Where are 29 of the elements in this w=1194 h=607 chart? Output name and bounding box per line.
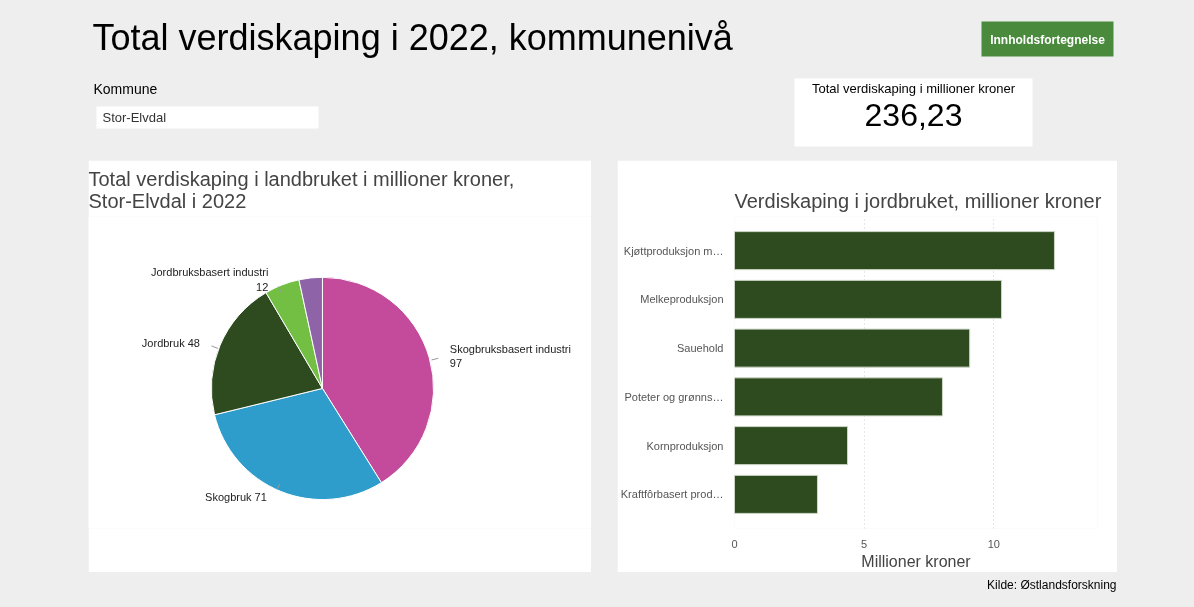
y-tick-label: Kraftfôrbasert prod… bbox=[620, 488, 724, 501]
y-tick-label: Kjøttproduksjon m… bbox=[623, 244, 724, 257]
text: Total verdiskaping i 2022, kommunenivå bbox=[92, 17, 734, 58]
slice-label: Jordbruk 48 bbox=[141, 337, 200, 350]
data-label: 97 bbox=[449, 357, 463, 370]
x-axis-title: Millioner kroner bbox=[861, 552, 972, 570]
chart-title: Verdiskaping i jordbruket, millioner kroner bbox=[734, 189, 1102, 212]
slice-label: Skogbruksbasert industri bbox=[449, 343, 571, 356]
chart-title: Total verdiskaping i landbruket i millioner kroner, Stor-Elvdal i 2022 bbox=[88, 167, 515, 212]
text: Innholdsfortegnelse bbox=[990, 32, 1106, 47]
data-label: 12 bbox=[256, 280, 269, 293]
x-tick-label: 0 bbox=[731, 537, 738, 550]
text: Kilde: Østlandsforskning bbox=[987, 577, 1117, 592]
y-tick-label: Sauehold bbox=[677, 342, 724, 355]
bar bbox=[734, 231, 1055, 271]
text: Stor-Elvdal bbox=[102, 110, 167, 125]
x-tick-label: 5 bbox=[861, 537, 868, 550]
text: Total verdiskaping i millioner kroner bbox=[811, 81, 1016, 96]
slice-label: Skogbruk 71 bbox=[205, 490, 267, 503]
y-tick-label: Poteter og grønns… bbox=[624, 390, 724, 403]
text: 236,23 bbox=[864, 96, 963, 133]
y-tick-label: Melkeproduksjon bbox=[640, 293, 724, 306]
bar bbox=[734, 426, 849, 466]
y-tick-label: Kornproduksjon bbox=[646, 439, 724, 452]
text: Kommune bbox=[93, 80, 158, 97]
slice-label: Jordbruksbasert industri bbox=[150, 266, 269, 279]
bar bbox=[734, 328, 971, 368]
x-tick-label: 10 bbox=[987, 537, 1000, 550]
bar bbox=[734, 474, 818, 514]
